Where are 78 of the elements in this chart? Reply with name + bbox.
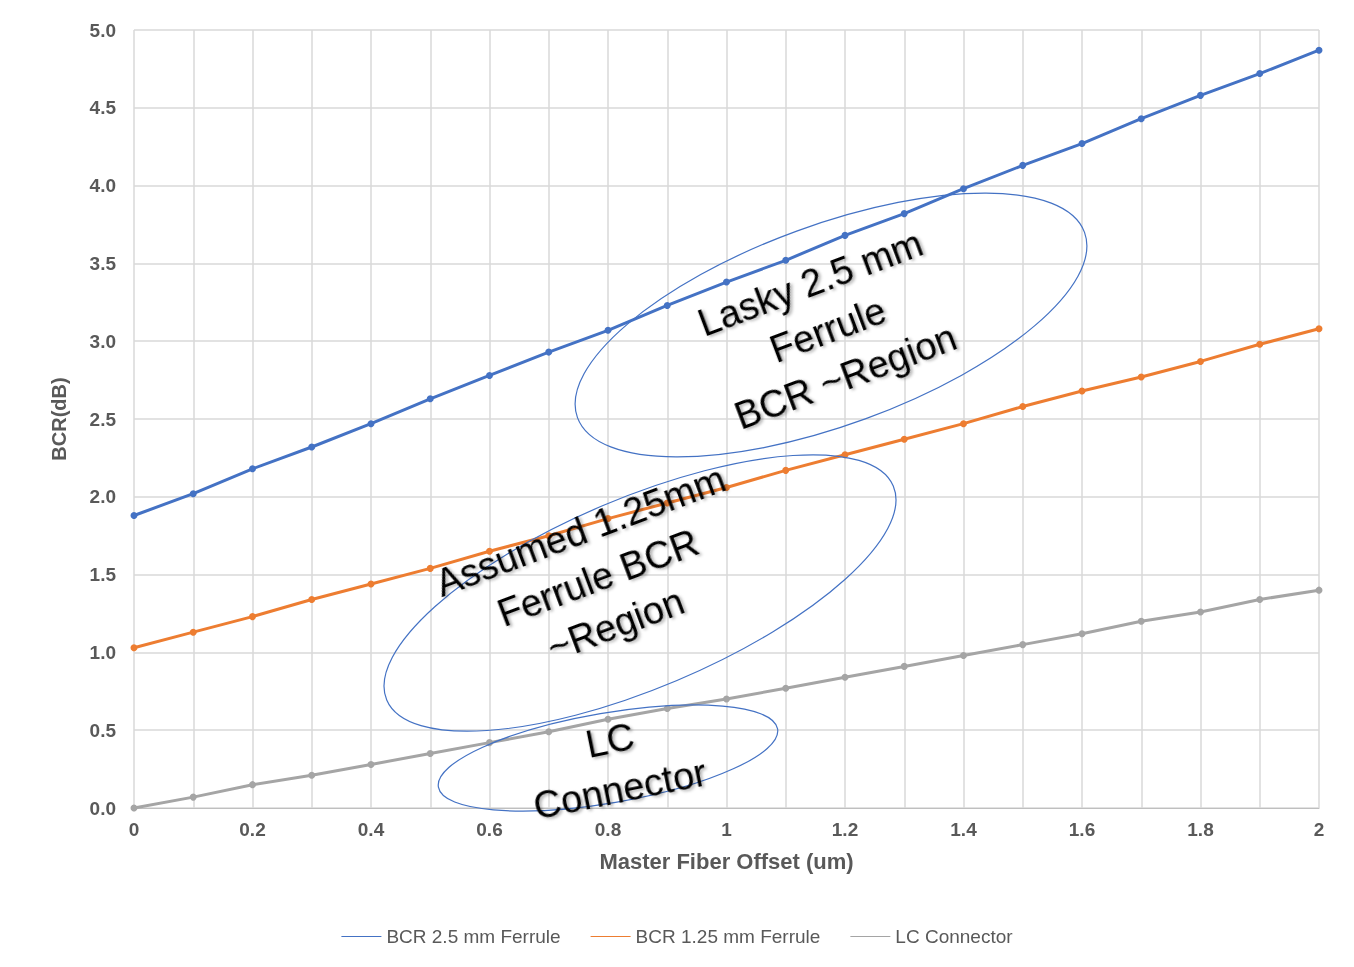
point [1078,140,1086,148]
x-axis-title: Master Fiber Offset (um) [599,848,854,874]
y-tick-label: 3.5 [89,252,117,274]
point [249,613,256,621]
point [545,348,553,356]
point [130,644,138,652]
point [1078,630,1086,638]
point [1315,46,1323,54]
point [367,760,375,768]
legend-label: BCR 1.25 mm Ferrule [635,926,821,947]
x-tick-label: 0.2 [239,819,266,840]
point [841,231,849,239]
point [426,750,434,758]
x-tick-label: 0.4 [357,819,385,840]
point [308,443,316,451]
point [426,395,434,403]
point [782,466,790,474]
point [308,771,316,779]
point [1197,357,1204,365]
point [426,564,434,572]
point [1137,373,1145,381]
point [1256,340,1264,348]
point [604,326,612,334]
x-tick-label: 2 [1313,819,1325,840]
y-tick-label: 1.0 [89,641,116,663]
y-tick-label: 4.0 [89,175,116,197]
x-tick-label: 0.6 [476,819,503,840]
point [1019,641,1027,649]
point [486,371,493,379]
point [189,628,197,636]
x-tick-label: 1.8 [1187,819,1214,840]
y-tick-label: 2.0 [89,486,116,508]
y-tick-label: 4.5 [89,97,117,119]
point [1256,596,1264,603]
point [841,673,849,681]
point [1137,115,1145,123]
x-tick-label: 0 [128,819,140,840]
point [189,793,197,801]
point [1019,403,1027,411]
legend-label: LC Connector [895,926,1014,947]
x-tick-label: 1.6 [1068,819,1096,840]
point [249,465,256,473]
legend-label: BCR 2.5 mm Ferrule [386,926,561,947]
point [1256,70,1264,78]
point [900,662,908,670]
point [960,652,967,660]
x-tick-label: 1 [721,819,733,840]
y-tick-label: 3.0 [89,330,116,352]
y-tick-label: 0.5 [89,719,117,741]
point [545,728,553,736]
point [782,684,790,692]
point [900,210,908,218]
point [1137,617,1145,625]
annotation: Lasky 2.5 mm Ferrule BCR ~Region [692,221,963,438]
point [367,420,375,428]
point [960,420,967,428]
x-tick-label: 0.8 [594,819,622,840]
point [130,511,138,519]
point [900,435,908,443]
point [663,301,671,309]
point [604,715,612,723]
y-axis-title: BCR(dB) [48,377,70,461]
point [308,596,316,603]
point [723,695,730,703]
y-tick-label: 1.5 [89,564,117,586]
point [189,490,197,498]
point [1197,608,1204,616]
y-tick-label: 0.0 [89,797,116,819]
point [960,185,967,193]
y-tick-label: 2.5 [89,408,117,430]
point [1019,161,1027,169]
x-tick-label: 1.2 [831,819,859,840]
point [782,256,790,264]
point [1197,91,1204,99]
y-tick-label: 5.0 [89,19,116,41]
point [249,781,256,789]
point [1315,325,1323,333]
x-tick-label: 1.4 [950,819,978,840]
